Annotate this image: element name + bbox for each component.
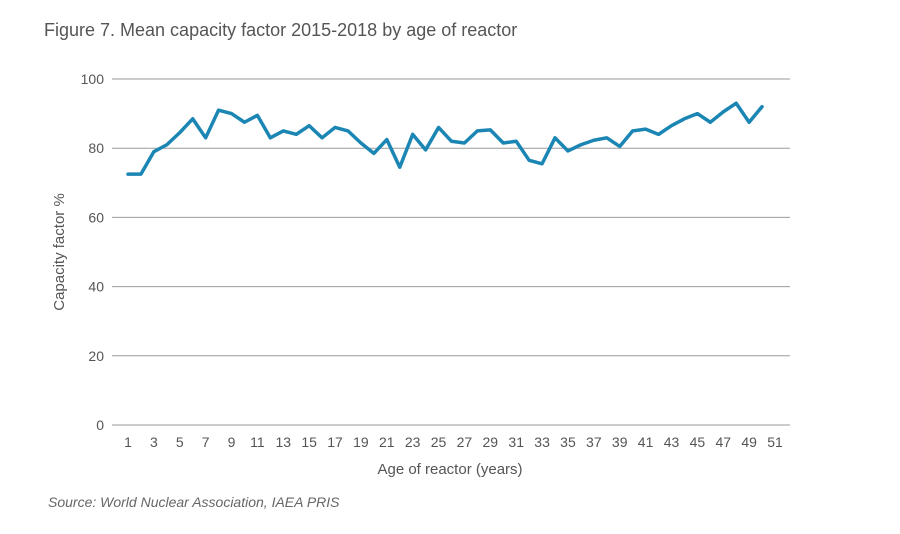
x-tick-label: 15 <box>301 434 317 450</box>
x-tick-label: 23 <box>405 434 421 450</box>
gridlines <box>112 78 790 426</box>
x-tick-label: 51 <box>767 434 783 450</box>
x-tick-label: 13 <box>275 434 291 450</box>
x-tick-label: 11 <box>250 434 265 450</box>
series-group <box>126 101 764 176</box>
y-tick-label: 40 <box>88 279 104 295</box>
x-tick-label: 37 <box>586 434 602 450</box>
x-tick-label: 35 <box>560 434 576 450</box>
figure-title: Figure 7. Mean capacity factor 2015-2018… <box>44 20 518 40</box>
x-tick-label: 39 <box>612 434 628 450</box>
x-tick-label: 31 <box>508 434 524 450</box>
y-tick-labels: 0 20 40 60 80 100 <box>81 71 105 433</box>
x-tick-label: 19 <box>353 434 369 450</box>
x-tick-label: 33 <box>534 434 550 450</box>
x-tick-label: 7 <box>202 434 210 450</box>
x-tick-label: 17 <box>327 434 343 450</box>
x-tick-labels: 1 3 5 7 9 11 13 15 17 19 21 23 25 27 29 31 33 35 37 39 41 43 4… <box>124 434 783 450</box>
y-tick-label: 100 <box>81 71 105 87</box>
x-tick-label: 47 <box>715 434 731 450</box>
y-tick-label: 80 <box>88 140 104 156</box>
x-tick-label: 9 <box>228 434 236 450</box>
y-axis-label: Capacity factor % <box>51 193 68 311</box>
x-tick-label: 29 <box>483 434 499 450</box>
y-tick-label: 20 <box>88 348 104 364</box>
x-tick-label: 21 <box>379 434 395 450</box>
x-tick-label: 43 <box>664 434 680 450</box>
x-tick-label: 5 <box>176 434 184 450</box>
source-note: Source: World Nuclear Association, IAEA … <box>48 494 340 510</box>
x-tick-label: 27 <box>457 434 473 450</box>
x-tick-label: 49 <box>741 434 757 450</box>
x-tick-label: 41 <box>638 434 654 450</box>
x-axis-label: Age of reactor (years) <box>377 461 522 478</box>
y-tick-label: 0 <box>96 417 104 433</box>
x-tick-label: 3 <box>150 434 158 450</box>
y-tick-label: 60 <box>88 209 104 225</box>
x-tick-label: 45 <box>690 434 706 450</box>
x-tick-label: 25 <box>431 434 447 450</box>
x-tick-label: 1 <box>124 434 132 450</box>
series-line <box>126 101 764 176</box>
